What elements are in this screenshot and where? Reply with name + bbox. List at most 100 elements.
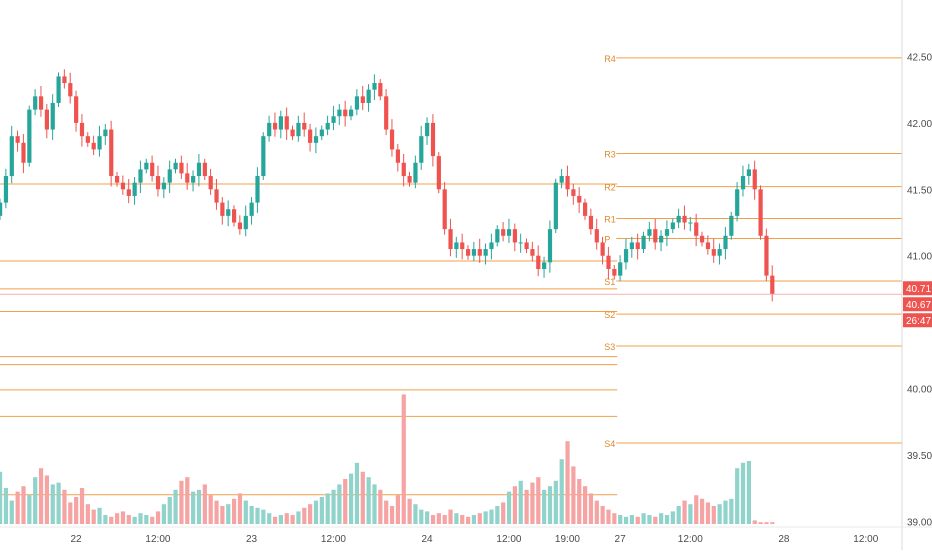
price-axis[interactable]: 39.0039.5040.0040.5041.0041.5042.0042.50…: [901, 0, 932, 550]
candle-body: [536, 255, 541, 269]
candle: [477, 238, 482, 263]
candle: [202, 158, 207, 181]
volume-bar: [349, 473, 354, 524]
volume-bar: [659, 513, 664, 524]
volume-bar: [436, 513, 441, 524]
candle-body: [436, 156, 441, 190]
candle: [588, 208, 594, 235]
candle: [442, 182, 447, 235]
candle: [185, 163, 190, 190]
candle-body: [389, 129, 395, 150]
candle-body: [588, 215, 594, 230]
candle: [62, 69, 67, 89]
price-tick-label: 41.50: [907, 185, 932, 196]
volume-bar: [138, 513, 143, 524]
candle-body: [0, 202, 3, 216]
candle-body: [676, 215, 681, 223]
candle: [214, 178, 219, 210]
candle: [694, 213, 699, 247]
candle: [366, 84, 371, 112]
candle: [653, 218, 658, 250]
candle-body: [395, 149, 400, 163]
candle-body: [97, 136, 102, 150]
candle: [700, 231, 705, 247]
candle-body: [577, 195, 582, 203]
candle-body: [688, 222, 693, 224]
candle: [354, 89, 360, 116]
candle: [115, 172, 120, 187]
volume-bar: [196, 489, 202, 524]
candle: [600, 236, 605, 265]
candle: [559, 168, 564, 189]
candle: [659, 230, 664, 252]
candle: [237, 215, 243, 235]
candle-body: [68, 83, 73, 97]
last-price-badge-bg: [903, 281, 932, 296]
candle-body: [764, 235, 769, 276]
candle-body: [15, 136, 20, 143]
volume-bar: [395, 495, 400, 524]
volume-bar: [641, 513, 646, 524]
candle: [179, 155, 184, 179]
candle: [267, 115, 272, 142]
candle-body: [126, 189, 131, 196]
volume-bar: [694, 495, 699, 524]
candle-body: [606, 255, 611, 269]
candle-body: [647, 229, 652, 236]
candle-body: [770, 275, 775, 295]
candle: [255, 167, 260, 213]
candle: [208, 168, 213, 195]
volume-bar: [132, 516, 137, 524]
volume-bar: [366, 477, 371, 524]
candle: [489, 233, 494, 260]
bar-countdown-badge-bg: [903, 313, 932, 328]
volume-bar: [354, 462, 360, 524]
candle: [536, 245, 541, 277]
volume-bar: [536, 477, 541, 524]
volume-bar: [167, 497, 172, 524]
candle: [635, 233, 640, 260]
volume-bar: [723, 500, 728, 524]
second-price-badge-bg: [903, 297, 932, 312]
volume-bar: [442, 515, 447, 524]
candle: [15, 130, 20, 152]
candle: [583, 198, 588, 220]
candle-body: [191, 176, 196, 183]
volume-bar: [91, 509, 96, 524]
candle-body: [758, 189, 763, 236]
volume-bar: [44, 475, 49, 524]
candle: [553, 178, 558, 234]
volume-bar: [530, 482, 535, 524]
candle: [278, 110, 283, 139]
candle: [349, 105, 354, 121]
candle-body: [466, 249, 471, 256]
candle: [542, 256, 547, 278]
candle-body: [267, 122, 272, 137]
candle-body: [103, 129, 108, 137]
volume-bar: [21, 486, 26, 524]
candle: [530, 241, 535, 262]
volume-bar: [489, 509, 494, 524]
candle: [682, 205, 687, 230]
candle-body: [612, 269, 617, 276]
volume-bar: [577, 479, 582, 524]
candle: [120, 175, 126, 195]
candle: [430, 114, 436, 167]
candle-body: [120, 182, 126, 190]
time-axis[interactable]: 22 12:00 23 12:00 24 12:00 19:00 27 12:00 28 12:00: [0, 526, 932, 545]
volume-bar: [413, 504, 418, 524]
candle: [343, 100, 348, 127]
candle-body: [700, 235, 705, 243]
volume-bar: [565, 441, 570, 524]
candle-body: [401, 162, 406, 177]
volume-bar: [553, 480, 558, 524]
candle-body: [542, 262, 547, 269]
volume-bar: [653, 516, 658, 524]
volume-bar: [512, 486, 517, 524]
price-tick-label: 42.50: [907, 52, 932, 63]
volume-bar: [676, 506, 681, 524]
candle: [565, 165, 570, 197]
volume-bar: [325, 493, 330, 524]
